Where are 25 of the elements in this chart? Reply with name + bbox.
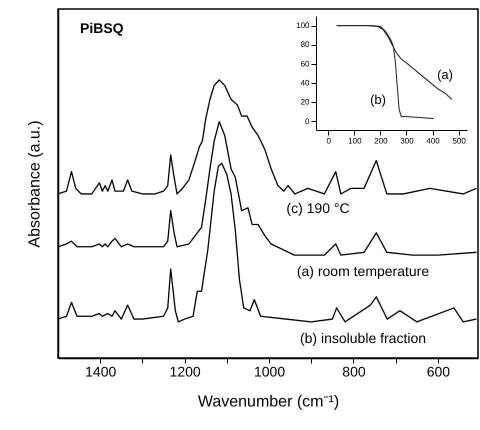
x-tick-label: 100 (348, 136, 362, 146)
x-axis-title: Wavenumber (cm⁻¹) (198, 394, 340, 410)
y-tick-label: 0 (305, 116, 310, 126)
x-tick-label: 300 (400, 136, 414, 146)
annotation: (b) (370, 92, 386, 107)
y-tick-label: 80 (300, 40, 310, 50)
annotation: (b) insoluble fraction (300, 330, 426, 346)
annotation: (c) 190 °C (286, 200, 350, 216)
y-tick-label: 60 (300, 59, 310, 68)
y-axis-title: Absorbance (a.u.) (26, 120, 44, 248)
y-tick-label: 20 (300, 98, 310, 107)
x-tick-label: 800 (342, 364, 366, 380)
annotation: (a) (437, 67, 453, 82)
x-tick-label: 1000 (254, 364, 286, 380)
x-tick-label: 500 (452, 136, 466, 146)
x-tick-label: 200 (374, 136, 388, 146)
x-tick-label: 1200 (170, 364, 201, 380)
x-tick-label: 1400 (85, 364, 116, 380)
text: PiBSQ (80, 20, 124, 36)
x-tick-label: 600 (426, 364, 450, 380)
x-tick-label: 0 (326, 136, 332, 146)
x-tick-label: 400 (426, 136, 440, 146)
annotation: (a) room temperature (296, 263, 430, 279)
y-tick-label: 100 (296, 21, 310, 30)
y-tick-label: 40 (300, 78, 310, 88)
